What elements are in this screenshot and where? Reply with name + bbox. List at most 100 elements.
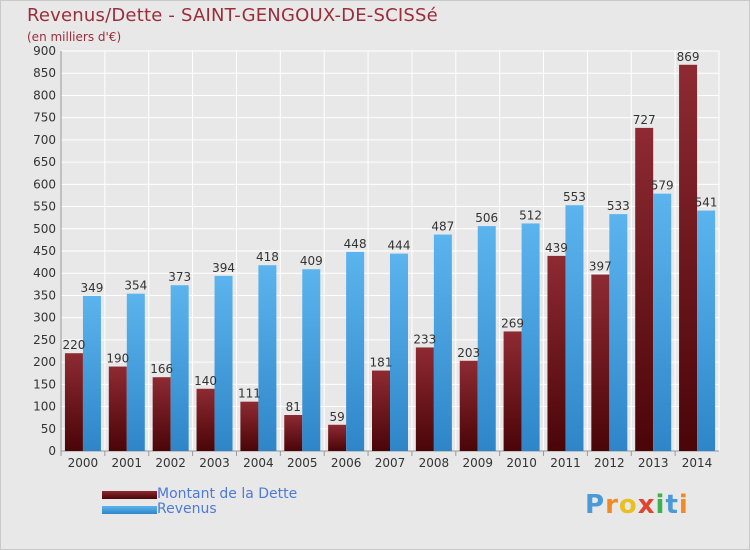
y-tick-label: 800 [33, 88, 56, 102]
data-label-revenus: 354 [124, 279, 147, 293]
bar-revenus [170, 285, 189, 451]
data-label-dette: 397 [589, 260, 612, 274]
y-tick-label: 900 [33, 44, 56, 58]
bar-dette [328, 424, 347, 451]
bar-dette [547, 255, 566, 451]
y-tick-label: 650 [33, 155, 56, 169]
data-label-revenus: 487 [431, 220, 454, 234]
bar-revenus [214, 275, 233, 451]
logo-letter: P [585, 490, 606, 520]
data-label-revenus: 349 [80, 281, 103, 295]
y-tick-label: 150 [33, 377, 56, 391]
data-label-revenus: 506 [475, 211, 498, 225]
data-label-dette: 111 [238, 387, 261, 401]
data-label-revenus: 512 [519, 208, 542, 222]
data-label-dette: 59 [329, 410, 344, 424]
bar-revenus [82, 295, 101, 451]
bar-revenus [565, 205, 584, 451]
y-tick-label: 500 [33, 222, 56, 236]
data-label-dette: 166 [150, 362, 173, 376]
x-tick-label: 2013 [638, 456, 669, 470]
data-label-dette: 140 [194, 374, 217, 388]
logo-letter: r [605, 490, 619, 520]
bar-dette [372, 370, 390, 451]
data-label-dette: 203 [457, 346, 480, 360]
bar-revenus [697, 210, 716, 451]
x-tick-label: 2012 [594, 456, 625, 470]
bar-revenus [258, 265, 277, 451]
data-label-dette: 190 [106, 352, 129, 366]
data-label-revenus: 541 [695, 196, 718, 210]
bar-dette [415, 347, 434, 451]
logo-letter: t [665, 490, 679, 520]
data-label-revenus: 533 [607, 199, 630, 213]
bar-dette [108, 366, 127, 451]
bar-revenus [302, 269, 321, 451]
chart-title: Revenus/Dette - SAINT-GENGOUX-DE-SCISSé [27, 5, 438, 26]
data-label-revenus: 579 [651, 179, 674, 193]
bar-revenus [390, 253, 408, 451]
y-tick-label: 300 [33, 311, 56, 325]
data-label-dette: 727 [633, 113, 656, 127]
x-tick-label: 2003 [199, 456, 230, 470]
bars [64, 64, 716, 452]
x-tick-label: 2007 [375, 456, 406, 470]
y-tick-label: 450 [33, 244, 56, 258]
chart-subtitle: (en milliers d'€) [27, 30, 122, 44]
x-tick-label: 2002 [155, 456, 186, 470]
y-tick-label: 0 [48, 444, 56, 458]
bar-dette [679, 64, 698, 452]
bar-revenus [609, 214, 628, 451]
y-tick-label: 400 [33, 266, 56, 280]
y-tick-label: 50 [41, 422, 56, 436]
y-tick-label: 700 [33, 133, 56, 147]
labels: 0 50 100 150 200 250 300 350 400 450 500 550 600 650 7… [33, 44, 717, 470]
x-tick-label: 2001 [112, 456, 143, 470]
bar-dette [240, 401, 259, 451]
bar-dette [152, 377, 171, 451]
logo-letter: i [678, 490, 689, 520]
bar-revenus [477, 226, 496, 451]
data-label-dette: 869 [677, 50, 700, 64]
bar-dette [635, 127, 654, 451]
data-label-dette: 439 [545, 241, 568, 255]
logo-letter: o [618, 490, 638, 520]
x-tick-label: 2010 [506, 456, 537, 470]
logo-letter: i [655, 490, 666, 520]
data-label-revenus: 418 [256, 250, 279, 264]
x-tick-label: 2005 [287, 456, 318, 470]
bar-revenus [521, 223, 540, 451]
x-tick-label: 2009 [462, 456, 493, 470]
legend-label-dette: Montant de la Dette [157, 486, 298, 502]
x-tick-label: 2011 [550, 456, 581, 470]
x-tick-label: 2014 [682, 456, 713, 470]
y-tick-label: 250 [33, 333, 56, 347]
bar-dette [591, 274, 610, 451]
y-tick-label: 600 [33, 177, 56, 191]
y-tick-label: 550 [33, 200, 56, 214]
data-label-dette: 81 [286, 400, 301, 414]
y-tick-label: 100 [33, 400, 56, 414]
proxiti-logo: Proxiti [585, 490, 689, 520]
data-label-dette: 233 [413, 332, 436, 346]
data-label-revenus: 409 [300, 254, 323, 268]
bar-revenus [346, 251, 365, 451]
legend-swatch-revenus [102, 506, 157, 514]
legend-label-revenus: Revenus [157, 501, 217, 517]
x-tick-label: 2000 [68, 456, 99, 470]
bar-dette [196, 388, 215, 451]
bar-dette [503, 331, 522, 451]
logo-letter: x [637, 490, 656, 520]
legend-swatch-dette [102, 491, 157, 499]
y-tick-label: 200 [33, 355, 56, 369]
bar-dette [284, 415, 303, 451]
bar-dette [64, 353, 83, 451]
bar-revenus [433, 234, 452, 451]
data-label-revenus: 553 [563, 190, 586, 204]
x-tick-label: 2006 [331, 456, 362, 470]
data-label-dette: 269 [501, 316, 524, 330]
data-label-revenus: 444 [388, 239, 411, 253]
y-tick-label: 350 [33, 288, 56, 302]
